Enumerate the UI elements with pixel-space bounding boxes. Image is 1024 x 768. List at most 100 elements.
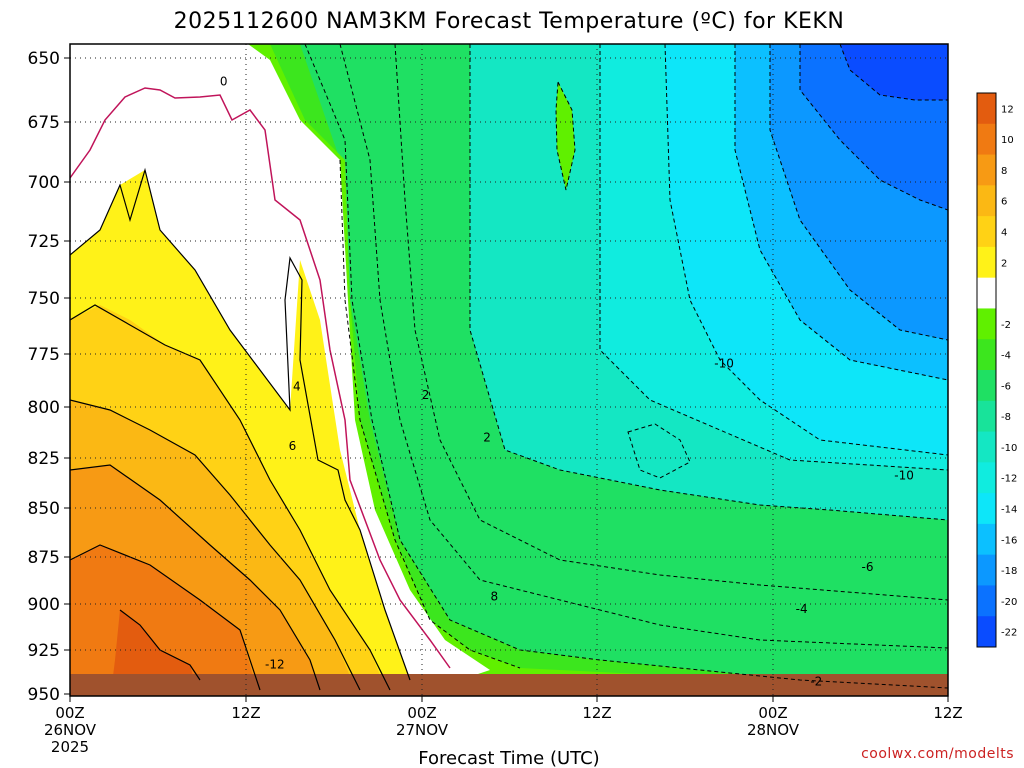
colorbar-label: 10: [1001, 135, 1014, 146]
colorbar-swatch: [977, 554, 996, 586]
colorbar-label: -4: [1001, 351, 1011, 362]
x-tick-hour: 12Z: [933, 704, 962, 722]
minus-10-contour: [469, 44, 948, 521]
y-tick-label: 725: [28, 232, 60, 252]
contour-label: 4: [293, 380, 301, 394]
minus-8-lobe-contour: [555, 80, 576, 191]
minus-4-contour: [304, 44, 948, 689]
colorbar-swatch: [977, 154, 996, 186]
minus-10-bubble-contour: [627, 423, 691, 479]
colorbar-label: -20: [1001, 597, 1017, 608]
plot-frame: [69, 43, 949, 697]
y-tick-label: 675: [28, 113, 60, 133]
plus-10-contour: [70, 544, 261, 691]
colorbar-swatch: [977, 93, 996, 125]
contour-label: -2: [810, 674, 822, 688]
y-tick-label: 875: [28, 548, 60, 568]
colorbar-label: -8: [1001, 412, 1011, 423]
colorbar-swatch: [977, 523, 996, 556]
minus-22-contour: [839, 44, 948, 101]
minus-14-contour: [664, 44, 948, 456]
zero-degree-contour: [70, 87, 451, 669]
contour-label: 2: [483, 430, 491, 444]
chart-title: 2025112600 NAM3KM Forecast Temperature (…: [174, 9, 845, 34]
colorbar-swatch: [977, 246, 996, 279]
colorbar-label: -16: [1001, 535, 1017, 546]
plus-8-contour: [70, 464, 321, 691]
plot-fill-layer: [70, 44, 948, 696]
minus-20-contour: [799, 44, 948, 211]
contour-label: -12: [265, 657, 285, 671]
colorbar-swatch: [977, 339, 996, 371]
contour-label: 2: [422, 388, 430, 402]
contour-label: -10: [714, 356, 734, 370]
colorbar-swatch: [977, 308, 996, 340]
y-tick-label: 750: [28, 289, 60, 309]
colorbar-label: 2: [1001, 258, 1007, 269]
ground-layer: [70, 674, 948, 696]
colorbar-swatch: [977, 400, 996, 433]
colorbar-swatch: [977, 462, 996, 494]
contour-lines: [70, 44, 948, 691]
grid: [70, 44, 948, 696]
credit-text: coolwx.com/modelts: [861, 746, 1014, 762]
minus-6-contour: [339, 44, 948, 649]
x-tick-hour: 12Z: [582, 704, 611, 722]
colorbar-frame: [976, 92, 997, 648]
colorbar-label: -10: [1001, 443, 1017, 454]
y-tick-label: 700: [28, 173, 60, 193]
x-tick-date: 26NOV: [44, 721, 97, 739]
y-tick-label: 650: [28, 49, 60, 69]
plus-4-contour: [70, 304, 391, 691]
x-tick-year: 2025: [51, 738, 89, 756]
colorbar-swatch: [977, 216, 996, 248]
contour-label: 0: [220, 74, 228, 88]
plus-6-contour: [70, 399, 361, 691]
colorbar-label: -12: [1001, 474, 1017, 485]
x-axis-label: Forecast Time (UTC): [418, 748, 599, 768]
minus-2-contour: [339, 159, 521, 669]
colorbar-swatch: [977, 370, 996, 402]
contour-label: -6: [862, 560, 874, 574]
fill-minus-8-lobe: [556, 82, 575, 190]
x-tick-date: 28NOV: [747, 721, 800, 739]
colorbar-label: 8: [1001, 166, 1007, 177]
colorbar-swatch: [977, 277, 996, 309]
contour-label: -10: [894, 469, 914, 483]
colorbar-swatch: [977, 585, 996, 617]
colorbar-swatch: [977, 123, 996, 156]
colorbar-label: 6: [1001, 197, 1007, 208]
colorbar-label: 4: [1001, 228, 1007, 239]
colorbar-swatch: [977, 431, 996, 463]
colorbar-label: -6: [1001, 381, 1011, 392]
x-tick-hour: 00Z: [55, 704, 84, 722]
y-tick-label: 775: [28, 345, 60, 365]
y-tick-label: 825: [28, 449, 60, 469]
x-tick-date: 27NOV: [396, 721, 449, 739]
minus-12-contour: [599, 44, 948, 471]
colorbar-label: -2: [1001, 320, 1011, 331]
x-tick-hour: 00Z: [758, 704, 787, 722]
contour-label: 6: [289, 439, 297, 453]
colorbar-swatch: [977, 493, 996, 525]
x-tick-hour: 00Z: [407, 704, 436, 722]
x-axis: 00Z 26NOV 2025 12Z 00Z 27NOV 12Z 00Z 28N…: [44, 696, 963, 756]
y-tick-label: 925: [28, 641, 60, 661]
y-tick-label: 800: [28, 398, 60, 418]
colorbar-swatch: [977, 185, 996, 217]
colorbar: 12 10 8 6 4 2 -2 -4 -6 -8 -10 -12 -14 -16 -18 -20 -22: [976, 92, 1017, 648]
y-axis: 650 675 700 725 750 775 800 825 850 875 …: [28, 49, 70, 705]
colorbar-swatch: [977, 616, 996, 648]
colorbar-label: -14: [1001, 505, 1017, 516]
colorbar-label: -22: [1001, 628, 1017, 639]
y-tick-label: 900: [28, 595, 60, 615]
plus-2-contour: [70, 167, 411, 681]
colorbar-label: 12: [1001, 104, 1014, 115]
colorbar-label: -18: [1001, 566, 1017, 577]
minus-8-contour: [394, 44, 948, 601]
y-tick-label: 950: [28, 685, 60, 705]
contour-label: -4: [796, 602, 808, 616]
minus-18-contour: [769, 44, 948, 341]
